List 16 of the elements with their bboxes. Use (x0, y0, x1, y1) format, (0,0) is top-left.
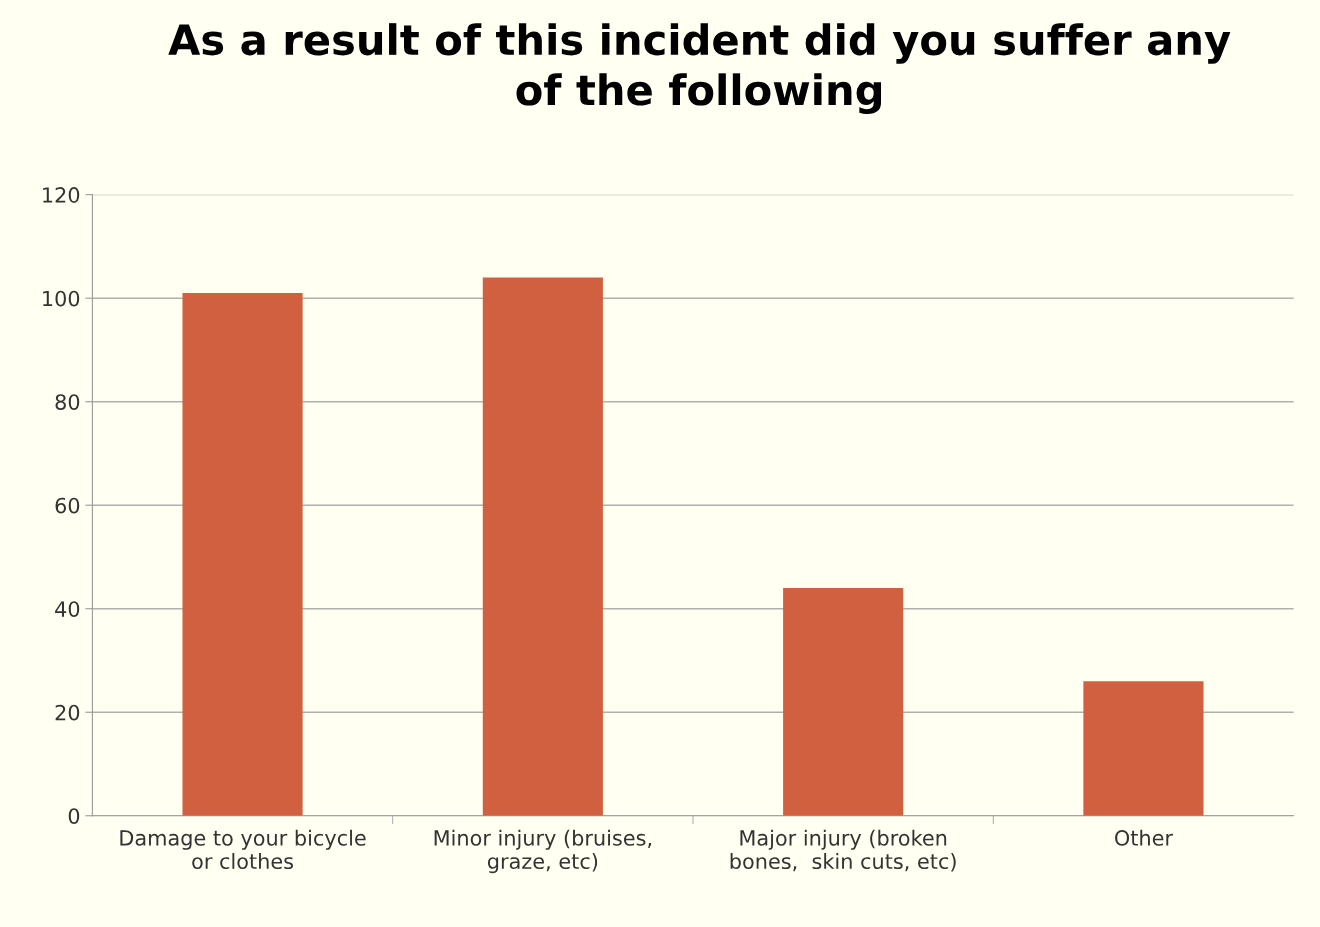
y-tick-label: 20 (55, 704, 80, 721)
bar (182, 293, 303, 816)
y-tick-label: 0 (68, 808, 80, 824)
chart-title: As a result of this incident did you suffer any of the following (168, 23, 1231, 114)
y-tick-label: 40 (55, 601, 80, 617)
bar (1083, 681, 1204, 816)
y-tick-label: 80 (55, 394, 80, 410)
bar (783, 588, 904, 816)
x-tick-label: Major injury (broken bones, skin cuts, etc) (730, 829, 956, 872)
x-tick-label: Minor injury (bruises, graze, etc) (434, 829, 652, 874)
x-tick-label: Damage to your bicycle or clothes (120, 829, 366, 870)
bar (482, 277, 603, 816)
y-tick-label: 60 (55, 497, 80, 514)
y-tick-label: 120 (43, 187, 80, 203)
x-tick-label: Other (1115, 829, 1174, 846)
y-tick-label: 100 (43, 290, 80, 307)
